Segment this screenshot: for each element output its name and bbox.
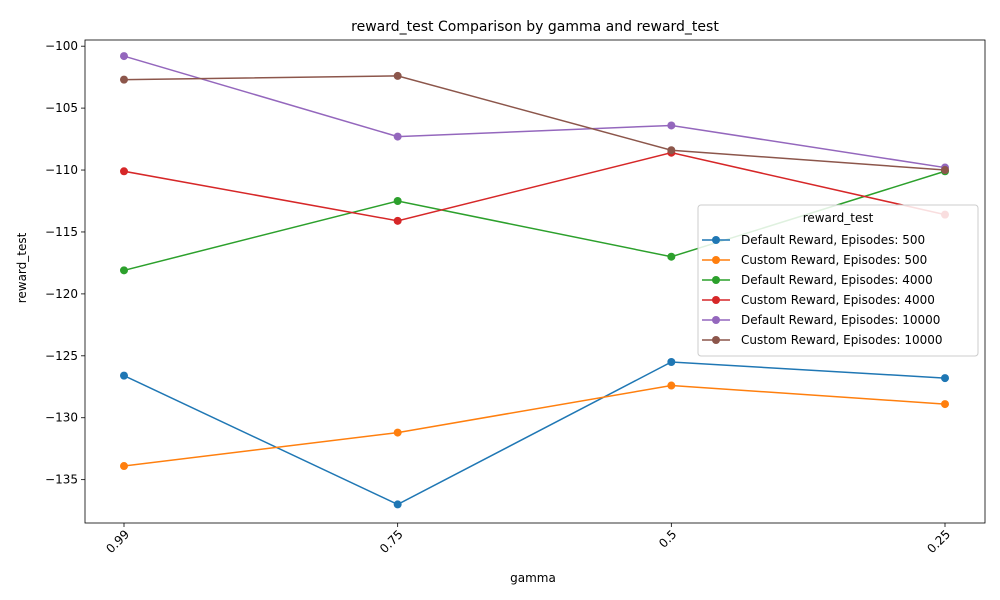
data-point [120, 462, 128, 471]
legend-box [697, 204, 979, 357]
series-line [123, 151, 946, 222]
legend-label: Default Reward, Episodes: 500 [741, 233, 925, 247]
y-tick-label: −115 [45, 225, 78, 239]
data-point [120, 266, 128, 275]
legend-entry: Custom Reward, Episodes: 500 [702, 253, 927, 267]
legend-label: Default Reward, Episodes: 4000 [741, 273, 933, 287]
data-point [393, 197, 402, 205]
data-point [941, 400, 949, 409]
series-line [123, 384, 946, 467]
legend-entry: Default Reward, Episodes: 500 [702, 233, 925, 247]
data-point [393, 500, 402, 509]
legend-marker [712, 336, 720, 344]
y-axis-label: reward_test [15, 232, 29, 303]
x-tick-label: 0.75 [377, 527, 406, 556]
data-point [667, 381, 676, 390]
x-axis-label: gamma [510, 571, 556, 585]
legend-marker [712, 236, 720, 244]
series-6 [120, 71, 949, 175]
data-point [120, 167, 128, 176]
series-5 [120, 52, 949, 172]
legend-marker [712, 296, 720, 304]
data-point [120, 371, 128, 380]
legend-label: Custom Reward, Episodes: 4000 [741, 293, 935, 307]
data-point [667, 146, 676, 155]
data-point [941, 374, 949, 383]
axes-frame [84, 39, 986, 524]
series-2 [120, 381, 949, 471]
series-line [123, 361, 946, 506]
data-point [120, 75, 128, 84]
data-point [667, 358, 676, 366]
y-tick-label: −100 [45, 39, 78, 53]
data-point [393, 428, 402, 437]
y-tick-label: −125 [45, 349, 78, 363]
y-tick-label: −120 [45, 287, 78, 301]
x-tick-label: 0.25 [924, 527, 953, 556]
legend-title: reward_test [803, 211, 874, 225]
y-tick-label: −105 [45, 101, 78, 115]
legend-marker [712, 316, 720, 324]
series-line [123, 55, 946, 169]
legend-entry: Custom Reward, Episodes: 4000 [702, 293, 935, 307]
legend-marker [712, 276, 720, 284]
legend-label: Default Reward, Episodes: 10000 [741, 313, 940, 327]
legend-label: Custom Reward, Episodes: 10000 [741, 333, 943, 347]
data-point [941, 166, 949, 175]
y-tick-label: −110 [45, 163, 78, 177]
y-tick-label: −130 [45, 411, 78, 425]
legend-entry: Default Reward, Episodes: 4000 [702, 273, 933, 287]
data-point [393, 216, 402, 225]
chart-title: reward_test Comparison by gamma and rewa… [351, 19, 719, 35]
y-tick-label: −135 [45, 473, 78, 487]
series-1 [120, 358, 949, 509]
legend: reward_test Default Reward, Episodes: 50… [697, 204, 979, 357]
data-point [393, 71, 402, 80]
legend-label: Custom Reward, Episodes: 500 [741, 253, 927, 267]
legend-entry: Default Reward, Episodes: 10000 [702, 313, 940, 327]
legend-marker [712, 256, 720, 264]
data-point [667, 252, 676, 261]
series-line [123, 75, 946, 171]
data-point [393, 132, 402, 141]
data-point [120, 52, 128, 61]
x-tick-label: 0.5 [656, 527, 679, 550]
x-tick-label: 0.99 [103, 527, 132, 556]
data-point [667, 121, 676, 130]
legend-entry: Custom Reward, Episodes: 10000 [702, 333, 943, 347]
